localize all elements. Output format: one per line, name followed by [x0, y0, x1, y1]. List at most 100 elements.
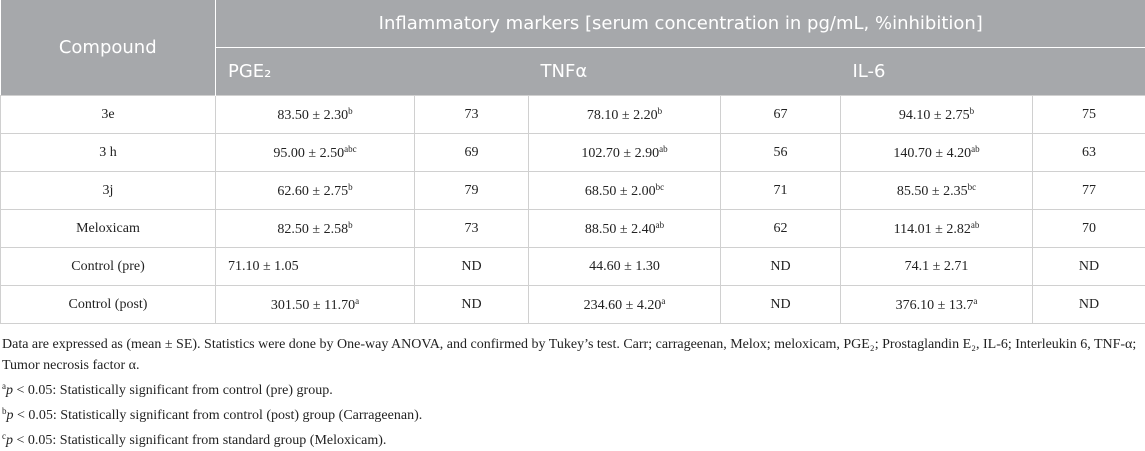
- cell-text: 62: [774, 221, 788, 236]
- superscript: bc: [968, 182, 977, 192]
- cell-text: 85.50 ± 2.35: [897, 184, 968, 199]
- cell-text: ND: [1079, 297, 1099, 312]
- value-cell: 88.50 ± 2.40ab: [529, 210, 721, 248]
- header-cell: Compound: [1, 0, 216, 96]
- header-cell: IL-6: [841, 48, 1145, 96]
- value-cell: 77: [1033, 172, 1145, 210]
- page: {"table": { "header": { "compound": "Com…: [0, 0, 1145, 434]
- value-cell: 71.10 ± 1.05: [216, 248, 415, 286]
- value-cell: 85.50 ± 2.35bc: [841, 172, 1033, 210]
- compound-cell: Control (post): [1, 286, 216, 324]
- cell-text: 74.1 ± 2.71: [905, 259, 969, 274]
- value-cell: 67: [721, 96, 841, 134]
- cell-text: ND: [461, 259, 481, 274]
- value-cell: ND: [721, 248, 841, 286]
- value-cell: 95.00 ± 2.50abc: [216, 134, 415, 172]
- cell-text: 77: [1082, 183, 1096, 198]
- header-cell: PGE₂: [216, 48, 529, 96]
- cell-text: 102.70 ± 2.90: [581, 146, 659, 161]
- compound-cell: 3e: [1, 96, 216, 134]
- superscript: ab: [656, 220, 665, 230]
- footnote-text: < 0.05: Statistically significant from c…: [13, 383, 333, 398]
- value-cell: ND: [721, 286, 841, 324]
- value-cell: 94.10 ± 2.75b: [841, 96, 1033, 134]
- footnote: Data are expressed as (mean ± SE). Stati…: [2, 334, 1145, 376]
- value-cell: 44.60 ± 1.30: [529, 248, 721, 286]
- cell-text: 67: [774, 107, 788, 122]
- cell-text: ND: [770, 297, 790, 312]
- superscript: b: [658, 106, 663, 116]
- superscript: a: [661, 296, 665, 306]
- footnote: ap < 0.05: Statistically significant fro…: [2, 376, 1145, 401]
- cell-text: 78.10 ± 2.20: [587, 108, 658, 123]
- value-cell: 62.60 ± 2.75b: [216, 172, 415, 210]
- cell-text: 376.10 ± 13.7: [896, 298, 974, 313]
- value-cell: 114.01 ± 2.82ab: [841, 210, 1033, 248]
- superscript: ab: [971, 220, 980, 230]
- value-cell: 56: [721, 134, 841, 172]
- footnote-text: < 0.05: Statistically significant from s…: [13, 433, 386, 448]
- value-cell: 73: [415, 210, 529, 248]
- value-cell: 74.1 ± 2.71: [841, 248, 1033, 286]
- cell-text: 63: [1082, 145, 1096, 160]
- cell-text: 94.10 ± 2.75: [899, 108, 970, 123]
- value-cell: ND: [415, 286, 529, 324]
- cell-text: 75: [1082, 107, 1096, 122]
- footnote-p: p: [6, 383, 13, 398]
- cell-text: 140.70 ± 4.20: [893, 146, 971, 161]
- value-cell: 62: [721, 210, 841, 248]
- compound-cell: Control (pre): [1, 248, 216, 286]
- value-cell: 79: [415, 172, 529, 210]
- value-cell: 78.10 ± 2.20b: [529, 96, 721, 134]
- footnote-text: < 0.05: Statistically significant from c…: [14, 408, 423, 423]
- value-cell: 73: [415, 96, 529, 134]
- cell-text: 114.01 ± 2.82: [894, 222, 971, 237]
- footnote: cp < 0.05: Statistically significant fro…: [2, 426, 1145, 451]
- superscript: b: [970, 106, 975, 116]
- cell-text: 73: [465, 221, 479, 236]
- cell-text: 234.60 ± 4.20: [584, 298, 662, 313]
- cell-text: 68.50 ± 2.00: [585, 184, 656, 199]
- footnote-p: p: [7, 408, 14, 423]
- value-cell: 376.10 ± 13.7a: [841, 286, 1033, 324]
- value-cell: 71: [721, 172, 841, 210]
- value-cell: 68.50 ± 2.00bc: [529, 172, 721, 210]
- cell-text: ND: [461, 297, 481, 312]
- value-cell: 69: [415, 134, 529, 172]
- cell-text: 70: [1082, 221, 1096, 236]
- cell-text: 44.60 ± 1.30: [589, 259, 660, 274]
- superscript: a: [355, 296, 359, 306]
- cell-text: 82.50 ± 2.58: [277, 222, 348, 237]
- superscript: b: [348, 182, 353, 192]
- value-cell: ND: [1033, 286, 1145, 324]
- superscript: b: [348, 220, 353, 230]
- value-cell: 83.50 ± 2.30b: [216, 96, 415, 134]
- header-cell: Inflammatory markers [serum concentratio…: [216, 0, 1145, 48]
- cell-text: 73: [465, 107, 479, 122]
- compound-cell: 3j: [1, 172, 216, 210]
- cell-text: 79: [465, 183, 479, 198]
- header-cell: TNFα: [529, 48, 841, 96]
- value-cell: 234.60 ± 4.20a: [529, 286, 721, 324]
- compound-cell: Meloxicam: [1, 210, 216, 248]
- value-cell: 102.70 ± 2.90ab: [529, 134, 721, 172]
- cell-text: 71.10 ± 1.05: [228, 259, 299, 274]
- value-cell: 75: [1033, 96, 1145, 134]
- value-cell: 301.50 ± 11.70a: [216, 286, 415, 324]
- cell-text: 62.60 ± 2.75: [277, 184, 348, 199]
- value-cell: ND: [1033, 248, 1145, 286]
- cell-text: ND: [770, 259, 790, 274]
- cell-text: 69: [465, 145, 479, 160]
- superscript: a: [973, 296, 977, 306]
- footnote: bp < 0.05: Statistically significant fro…: [2, 401, 1145, 426]
- superscript: bc: [656, 182, 665, 192]
- superscript: abc: [344, 144, 357, 154]
- superscript: b: [348, 106, 353, 116]
- cell-text: 95.00 ± 2.50: [273, 146, 344, 161]
- cell-text: 56: [774, 145, 788, 160]
- superscript: ab: [659, 144, 668, 154]
- table-row: Meloxicam 82.50 ± 2.58b 73 88.50 ± 2.40ab 62…: [1, 210, 1145, 248]
